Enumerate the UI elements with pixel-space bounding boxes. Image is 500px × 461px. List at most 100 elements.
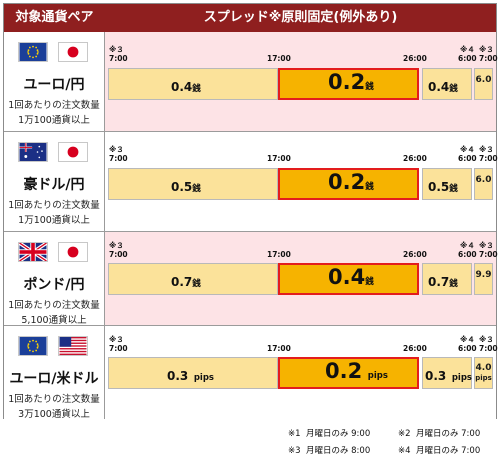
midday-value: 0.2銭 <box>328 170 374 194</box>
jp-flag-icon <box>58 42 88 62</box>
midday-bar-highlight <box>278 357 419 389</box>
note-mark: ※３ <box>479 45 494 54</box>
spread-cell: ※３ 7:00 17:00 26:00 ※４ ※３ 6:00 7:00 0.5銭… <box>105 132 498 231</box>
pair-cell: 豪ドル/円 1回あたりの注文数量 1万100通貨以上 <box>4 132 105 231</box>
order-size-label: 1回あたりの注文数量 <box>8 100 100 111</box>
closing-value: 4.0 <box>475 363 492 373</box>
midday-bar-highlight <box>278 68 419 100</box>
pair-name: ポンド/円 <box>23 277 85 293</box>
pair-cell: ポンド/円 1回あたりの注文数量 5,100通貨以上 <box>4 232 105 326</box>
morning-bar <box>108 263 278 295</box>
order-size-label: 1回あたりの注文数量 <box>8 200 100 211</box>
note-mark: ※３ <box>479 335 494 344</box>
time-mid: 17:00 <box>267 54 291 63</box>
order-size-value: 5,100通貨以上 <box>21 315 87 326</box>
time-mid: 17:00 <box>267 344 291 353</box>
pair-cell: ユーロ/円 1回あたりの注文数量 1万100通貨以上 <box>4 32 105 131</box>
order-size-value: 3万100通貨以上 <box>18 409 90 420</box>
order-size-label: 1回あたりの注文数量 <box>8 394 100 405</box>
night-bar <box>422 263 472 295</box>
row-divider <box>4 325 496 326</box>
flag-group <box>18 336 90 358</box>
pair-name: 豪ドル/円 <box>23 177 85 193</box>
spread-table: 対象通貨ペア スプレッド※原則固定(例外あり) ユーロ/円 <box>3 3 498 420</box>
flag-group <box>18 42 90 64</box>
time-last: 6:00 <box>458 154 477 163</box>
footnote-2: ※2 月曜日のみ 7:00 <box>398 427 480 439</box>
time-start: 7:00 <box>109 250 128 259</box>
note-mark: ※４ <box>460 241 475 250</box>
spread-cell: ※３ 7:00 17:00 26:00 ※４ ※３ 6:00 7:00 0.4銭… <box>105 32 498 131</box>
row-divider <box>4 231 496 232</box>
time-tail: 7:00 <box>479 344 498 353</box>
footnote-text: 月曜日のみ 7:00 <box>415 446 481 456</box>
footnote-text: 月曜日のみ 8:00 <box>305 446 371 456</box>
time-end: 26:00 <box>403 154 427 163</box>
midday-bar-highlight <box>278 168 419 200</box>
us-flag-icon <box>58 336 88 356</box>
night-value: 0.7銭 <box>428 275 458 289</box>
time-end: 26:00 <box>403 250 427 259</box>
midday-value: 0.2銭 <box>328 70 374 94</box>
night-bar <box>422 168 472 200</box>
spread-column-header: スプレッド※原則固定(例外あり) <box>203 10 398 25</box>
order-size-value: 1万100通貨以上 <box>18 115 90 126</box>
night-value: 0.4銭 <box>428 80 458 94</box>
table-row: 豪ドル/円 1回あたりの注文数量 1万100通貨以上 ※３ 7:00 17:00… <box>4 132 498 231</box>
footnote-text: 月曜日のみ 7:00 <box>415 429 481 439</box>
night-value: 0.3 pips <box>425 369 472 383</box>
table-header: 対象通貨ペア スプレッド※原則固定(例外あり) <box>4 4 496 32</box>
order-size-label: 1回あたりの注文数量 <box>8 300 100 311</box>
flag-group <box>18 242 90 264</box>
note-mark: ※３ <box>109 45 124 54</box>
time-mid: 17:00 <box>267 154 291 163</box>
night-bar <box>422 357 472 389</box>
note-mark: ※３ <box>479 241 494 250</box>
closing-bar: 4.0 pips <box>474 357 493 389</box>
pair-cell: ユーロ/米ドル 1回あたりの注文数量 3万100通貨以上 <box>4 326 105 420</box>
time-tail: 7:00 <box>479 54 498 63</box>
time-end: 26:00 <box>403 344 427 353</box>
closing-bar: 9.9 <box>474 263 493 295</box>
morning-value: 0.4銭 <box>171 80 201 94</box>
footnote-3: ※3 月曜日のみ 8:00 <box>288 444 370 456</box>
time-last: 6:00 <box>458 250 477 259</box>
footnote-text: 月曜日のみ 9:00 <box>305 429 371 439</box>
note-mark: ※３ <box>109 145 124 154</box>
jp-flag-icon <box>58 242 88 262</box>
time-last: 6:00 <box>458 344 477 353</box>
pair-column-header: 対象通貨ペア <box>15 10 94 25</box>
eu-flag-icon <box>18 42 48 62</box>
footnote-mark: ※3 <box>288 446 301 456</box>
closing-bar: 6.0 <box>474 68 493 100</box>
spread-cell: ※３ 7:00 17:00 26:00 ※４ ※３ 6:00 7:00 0.7銭… <box>105 232 498 325</box>
row-divider <box>4 131 496 132</box>
morning-value: 0.5銭 <box>171 180 201 194</box>
closing-value: 9.9 <box>475 270 492 280</box>
morning-bar <box>108 168 278 200</box>
time-mid: 17:00 <box>267 250 291 259</box>
eu-flag-icon <box>18 336 48 356</box>
pair-name: ユーロ/米ドル <box>9 371 99 387</box>
note-mark: ※４ <box>460 145 475 154</box>
midday-bar-highlight <box>278 263 419 295</box>
jp-flag-icon <box>58 142 88 162</box>
morning-bar <box>108 68 278 100</box>
footnote-mark: ※1 <box>288 429 301 439</box>
morning-value: 0.7銭 <box>171 275 201 289</box>
midday-value: 0.4銭 <box>328 265 374 289</box>
gb-flag-icon <box>18 242 48 262</box>
table-row: ポンド/円 1回あたりの注文数量 5,100通貨以上 ※３ 7:00 17:00… <box>4 232 498 326</box>
night-value: 0.5銭 <box>428 180 458 194</box>
time-last: 6:00 <box>458 54 477 63</box>
closing-value: 6.0 <box>475 175 492 185</box>
note-mark: ※３ <box>109 335 124 344</box>
closing-unit: pips <box>475 374 492 382</box>
night-bar <box>422 68 472 100</box>
flag-group <box>18 142 90 164</box>
pair-name: ユーロ/円 <box>23 77 85 93</box>
morning-value: 0.3 pips <box>167 369 214 383</box>
table-row: ユーロ/円 1回あたりの注文数量 1万100通貨以上 ※３ 7:00 17:00… <box>4 32 498 131</box>
footnote-mark: ※2 <box>398 429 411 439</box>
note-mark: ※３ <box>109 241 124 250</box>
